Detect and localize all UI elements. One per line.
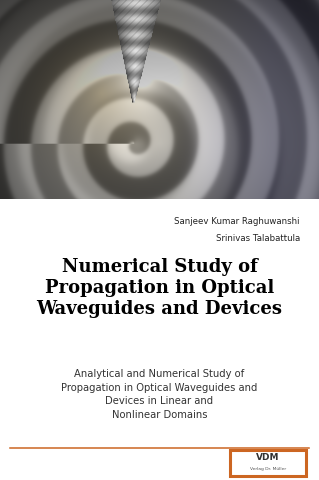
Text: VDM: VDM: [256, 453, 280, 462]
Text: Numerical Study of
Propagation in Optical
Waveguides and Devices: Numerical Study of Propagation in Optica…: [36, 258, 283, 318]
Text: Analytical and Numerical Study of
Propagation in Optical Waveguides and
Devices : Analytical and Numerical Study of Propag…: [61, 369, 258, 420]
Bar: [230, 450, 306, 476]
Text: Srinivas Talabattula: Srinivas Talabattula: [216, 234, 300, 243]
Text: Sanjeev Kumar Raghuwanshi: Sanjeev Kumar Raghuwanshi: [174, 217, 300, 227]
Text: Verlag Dr. Müller: Verlag Dr. Müller: [250, 467, 286, 470]
